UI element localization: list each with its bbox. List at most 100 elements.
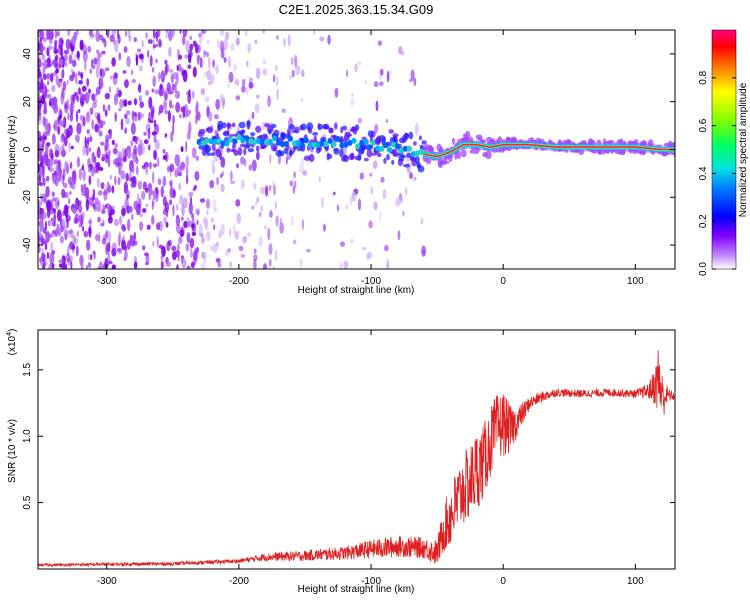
spectrogram-band-cell	[339, 148, 344, 158]
spectrogram-band-cell	[353, 128, 358, 135]
spectrogram-noise-cell	[216, 176, 220, 186]
spectrogram-noise-cell	[39, 166, 43, 178]
spectrogram-noise-cell	[76, 95, 80, 103]
spectrogram-noise-cell	[135, 137, 138, 145]
spectrogram-noise-cell	[230, 42, 235, 52]
spectrogram-noise-cell	[88, 166, 91, 173]
spectrogram-noise-cell	[224, 31, 230, 40]
spectrogram-noise-cell	[138, 83, 142, 93]
spectrogram-noise-cell	[200, 262, 206, 269]
spectrogram-band-cell	[268, 128, 272, 135]
spectrogram-noise-cell	[101, 81, 104, 88]
snr-frame	[37, 329, 676, 570]
spectrogram-noise-cell	[61, 188, 66, 199]
spectrogram-noise-cell	[191, 212, 195, 224]
spectrogram-noise-cell	[145, 203, 149, 208]
spectrogram-noise-cell	[111, 242, 117, 251]
spectrogram-noise-cell	[155, 222, 161, 231]
spectrogram-noise-cell	[180, 146, 184, 153]
spectrogram-noise-cell	[210, 73, 215, 85]
spectrogram-noise-cell	[50, 217, 54, 222]
spectrogram-band-core	[212, 138, 218, 145]
spectrogram-noise-cell	[274, 249, 278, 261]
spectrogram-noise-cell	[382, 189, 387, 200]
spectrogram-noise-cell	[179, 194, 184, 206]
spectrogram-noise-cell	[174, 90, 181, 100]
spectrogram-noise-cell	[92, 97, 98, 105]
spectrogram-noise-cell	[189, 237, 195, 249]
spectrogram-noise-cell	[38, 30, 42, 38]
spectrogram-noise-cell	[95, 66, 100, 79]
spectrogram-noise-cell	[162, 195, 167, 207]
spectrogram-noise-cell	[377, 40, 383, 46]
spectrogram-noise-cell	[104, 92, 110, 100]
spectrogram-noise-cell	[108, 130, 112, 140]
spectrogram-noise-cell	[111, 139, 115, 146]
spectrogram-band-cell	[357, 153, 362, 161]
spectrogram-noise-cell	[194, 43, 199, 54]
spectrogram-noise-cell	[145, 32, 148, 39]
spectrogram-noise-cell	[78, 80, 83, 85]
spectrogram-band-core	[355, 143, 361, 150]
spectrogram-noise-cell	[206, 69, 212, 81]
spectrogram-noise-cell	[75, 72, 78, 85]
spectrogram-noise-cell	[162, 175, 167, 187]
spectrogram-noise-cell	[255, 94, 260, 99]
spectrogram-noise-cell	[235, 199, 241, 207]
spectrogram-x-ticks: -300 -200 -100 0 100	[97, 30, 644, 287]
spectrogram-noise-cell	[201, 30, 207, 34]
spectrogram-band-core	[299, 142, 305, 149]
spectrogram-noise-cell	[112, 158, 118, 166]
spectrogram-noise-cell	[55, 165, 59, 172]
spectrogram-band-cell	[204, 144, 212, 154]
spectrogram-noise-cell	[48, 233, 53, 239]
spectrogram-noise-cell	[124, 30, 128, 37]
spectrogram-noise-cell	[71, 182, 76, 191]
spectrogram-noise-cell	[69, 105, 74, 110]
spectrogram-noise-cell	[274, 201, 277, 210]
spectrogram-noise-cell	[165, 261, 172, 268]
spectrogram-noise-cell	[38, 199, 41, 212]
spectrogram-band-cell	[480, 139, 487, 143]
spectrogram-band-core	[240, 137, 246, 144]
spectrogram-band-core	[386, 146, 393, 153]
spectrogram-band-cell	[386, 153, 390, 161]
spectrogram-band-cell	[231, 122, 236, 128]
spectrogram-band-core	[343, 141, 349, 148]
spectrogram-noise-cell	[130, 122, 136, 135]
spectrogram-noise-cell	[352, 191, 356, 202]
spectrogram-noise-cell	[111, 264, 116, 269]
snr-x-ticks: -300 -200 -100 0 100	[97, 330, 644, 587]
spectrogram-noise-cell	[204, 51, 207, 55]
spectrogram-noise-cell	[193, 253, 197, 266]
spectrogram-noise-cell	[54, 119, 58, 125]
spectrogram-band-cell	[448, 154, 453, 162]
spectrogram-noise-cell	[176, 203, 179, 211]
spectrogram-band-cell	[217, 120, 223, 128]
spectrogram-noise-cell	[203, 217, 208, 226]
spectrogram-noise-cell	[306, 248, 311, 253]
spectrogram-noise-cell	[88, 147, 92, 153]
spectrogram-noise-cell	[73, 97, 76, 109]
spectrogram-band-cell	[247, 148, 254, 153]
spectrogram-noise-cell	[69, 112, 74, 122]
spectrogram-noise-cell	[215, 241, 220, 247]
spectrogram-noise-cell	[132, 167, 135, 174]
spectrogram-noise-cell	[385, 119, 389, 123]
spectrogram-noise-cell	[40, 209, 44, 222]
spectrogram-noise-cell	[170, 131, 174, 143]
spectrogram-band-core	[398, 147, 404, 154]
spectrogram-band-cell	[246, 120, 251, 127]
spectrogram-band-cell	[256, 151, 260, 161]
spectrogram-noise-cell	[133, 261, 138, 269]
spectrogram-noise-cell	[82, 145, 86, 157]
spectrogram-noise-cell	[301, 69, 305, 78]
spectrogram-noise-cell	[169, 99, 173, 109]
spectrogram-band-cell	[622, 140, 626, 146]
spectrogram-noise-cell	[269, 210, 273, 218]
spectrogram-noise-cell	[121, 240, 127, 251]
spectrogram-noise-cell	[85, 145, 89, 156]
spectrogram-noise-cell	[108, 149, 111, 156]
spectrogram-noise-cell	[174, 170, 178, 178]
spectrogram-noise-cell	[95, 166, 100, 174]
